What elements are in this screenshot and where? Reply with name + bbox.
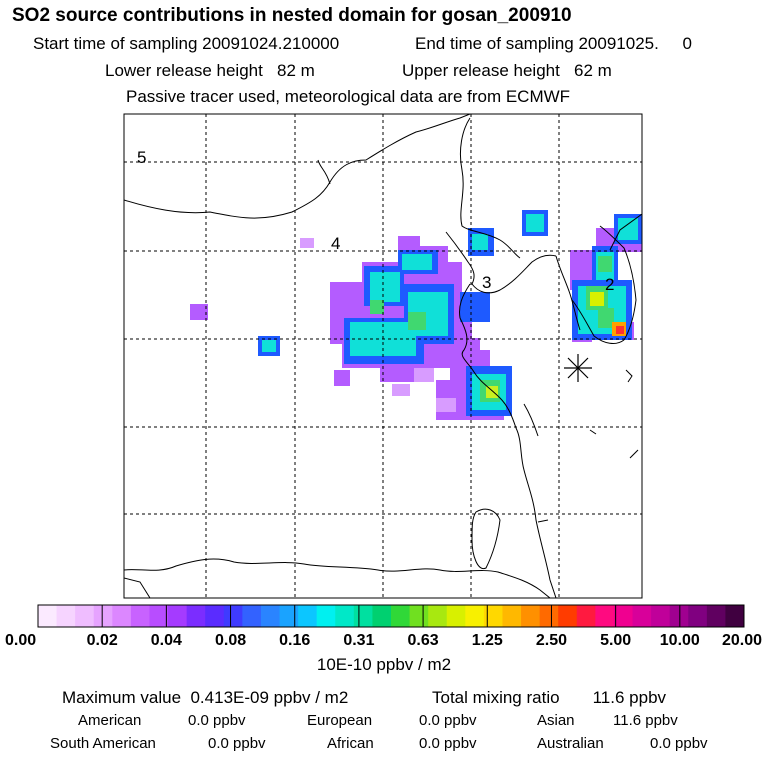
colorbar-cell xyxy=(521,605,541,627)
australian-label: Australian xyxy=(537,735,604,752)
american-label: American xyxy=(78,712,142,729)
colorbar-cell xyxy=(75,605,95,627)
colorbar-cell xyxy=(446,605,466,627)
european-value: 0.0 ppbv xyxy=(419,712,477,729)
colorbar-cell xyxy=(223,605,243,627)
colorbar-cell xyxy=(613,605,634,627)
colorbar-tick-label: 2.50 xyxy=(536,632,567,649)
plume-layer-violet xyxy=(300,238,456,412)
colorbar-cell xyxy=(725,605,745,627)
colorbar-cell xyxy=(260,605,281,627)
colorbar-cell xyxy=(539,605,559,627)
colorbar-cell xyxy=(465,605,485,627)
asterisk-icon xyxy=(564,354,592,382)
lat-lon-grid xyxy=(124,114,642,598)
colorbar-cell xyxy=(56,605,76,627)
colorbar-cell xyxy=(706,605,726,627)
colorbar-tick-label: 0.04 xyxy=(151,632,182,649)
colorbar-cell xyxy=(93,605,113,627)
colorbar-cell xyxy=(428,605,448,627)
american-value: 0.0 ppbv xyxy=(188,712,246,729)
grid-label-3: 3 xyxy=(482,273,491,292)
colorbar-cell xyxy=(632,605,652,627)
colorbar-cell xyxy=(279,605,299,627)
colorbar-cell xyxy=(558,605,578,627)
colorbar-cell xyxy=(651,605,671,627)
colorbar-cell xyxy=(372,605,392,627)
colorbar-tick-label: 5.00 xyxy=(600,632,631,649)
colorbar-cell xyxy=(576,605,596,627)
colorbar-tick-label: 20.00 xyxy=(722,632,762,649)
colorbar-cell xyxy=(335,605,355,627)
african-value: 0.0 ppbv xyxy=(419,735,477,752)
total-mixing-ratio: Total mixing ratio 11.6 ppbv xyxy=(432,688,667,707)
colorbar-tick-label: 10.00 xyxy=(660,632,700,649)
map-frame xyxy=(123,113,643,599)
colorbar-frame xyxy=(37,604,745,628)
colorbar-cell xyxy=(409,605,429,627)
colorbar-tick-label: 1.25 xyxy=(472,632,503,649)
end-time: End time of sampling 20091025. 0 xyxy=(415,34,692,53)
plume-layer-yellow xyxy=(486,292,626,398)
asian-value: 11.6 ppbv xyxy=(613,712,678,729)
colorbar-unit: 10E-10 ppbv / m2 xyxy=(316,655,452,674)
colorbar-cell xyxy=(391,605,411,627)
lower-release-height: Lower release height 82 m xyxy=(105,61,315,80)
colorbar-cell xyxy=(149,605,169,627)
colorbar-tick-label: 0.08 xyxy=(215,632,246,649)
colorbar-cell xyxy=(205,605,225,627)
colorbar-cell xyxy=(168,605,188,627)
australian-value: 0.0 ppbv xyxy=(650,735,708,752)
colorbar-cell xyxy=(669,605,689,627)
south-american-label: South American xyxy=(50,735,156,752)
colorbar-tick-label: 0.31 xyxy=(343,632,374,649)
colorbar-cell xyxy=(688,605,708,627)
asian-label: Asian xyxy=(537,712,575,729)
european-label: European xyxy=(307,712,373,729)
south-american-value: 0.0 ppbv xyxy=(208,735,266,752)
colorbar-cell xyxy=(298,605,318,627)
african-label: African xyxy=(327,735,374,752)
colorbar-cell xyxy=(242,605,262,627)
grid-label-2: 2 xyxy=(605,275,614,294)
colorbar-tick-label: 0.02 xyxy=(87,632,118,649)
tracer-info: Passive tracer used, meteorological data… xyxy=(126,87,571,106)
colorbar-cell xyxy=(595,605,615,627)
colorbar-tick-label: 0.63 xyxy=(408,632,439,649)
colorbar-cell xyxy=(130,605,150,627)
colorbar-tick-label: 0.16 xyxy=(279,632,310,649)
colorbar-cell xyxy=(186,605,206,627)
plume-layer-cyan xyxy=(262,214,638,410)
colorbar-cell xyxy=(353,605,373,627)
colorbar-cell xyxy=(502,605,522,627)
start-time: Start time of sampling 20091024.210000 xyxy=(33,34,340,53)
colorbar-cell xyxy=(483,605,503,627)
grid-label-5: 5 xyxy=(137,148,146,167)
colorbar-cell xyxy=(38,605,58,627)
max-value: Maximum value 0.413E-09 ppbv / m2 xyxy=(62,688,349,707)
colorbar-cell xyxy=(316,605,336,627)
colorbar-cell xyxy=(112,605,132,627)
coastlines xyxy=(124,114,642,598)
plot-title: SO2 source contributions in nested domai… xyxy=(12,5,572,26)
colorbar-tick-label: 0.00 xyxy=(5,632,36,649)
upper-release-height: Upper release height 62 m xyxy=(402,61,612,80)
grid-label-4: 4 xyxy=(331,234,340,253)
